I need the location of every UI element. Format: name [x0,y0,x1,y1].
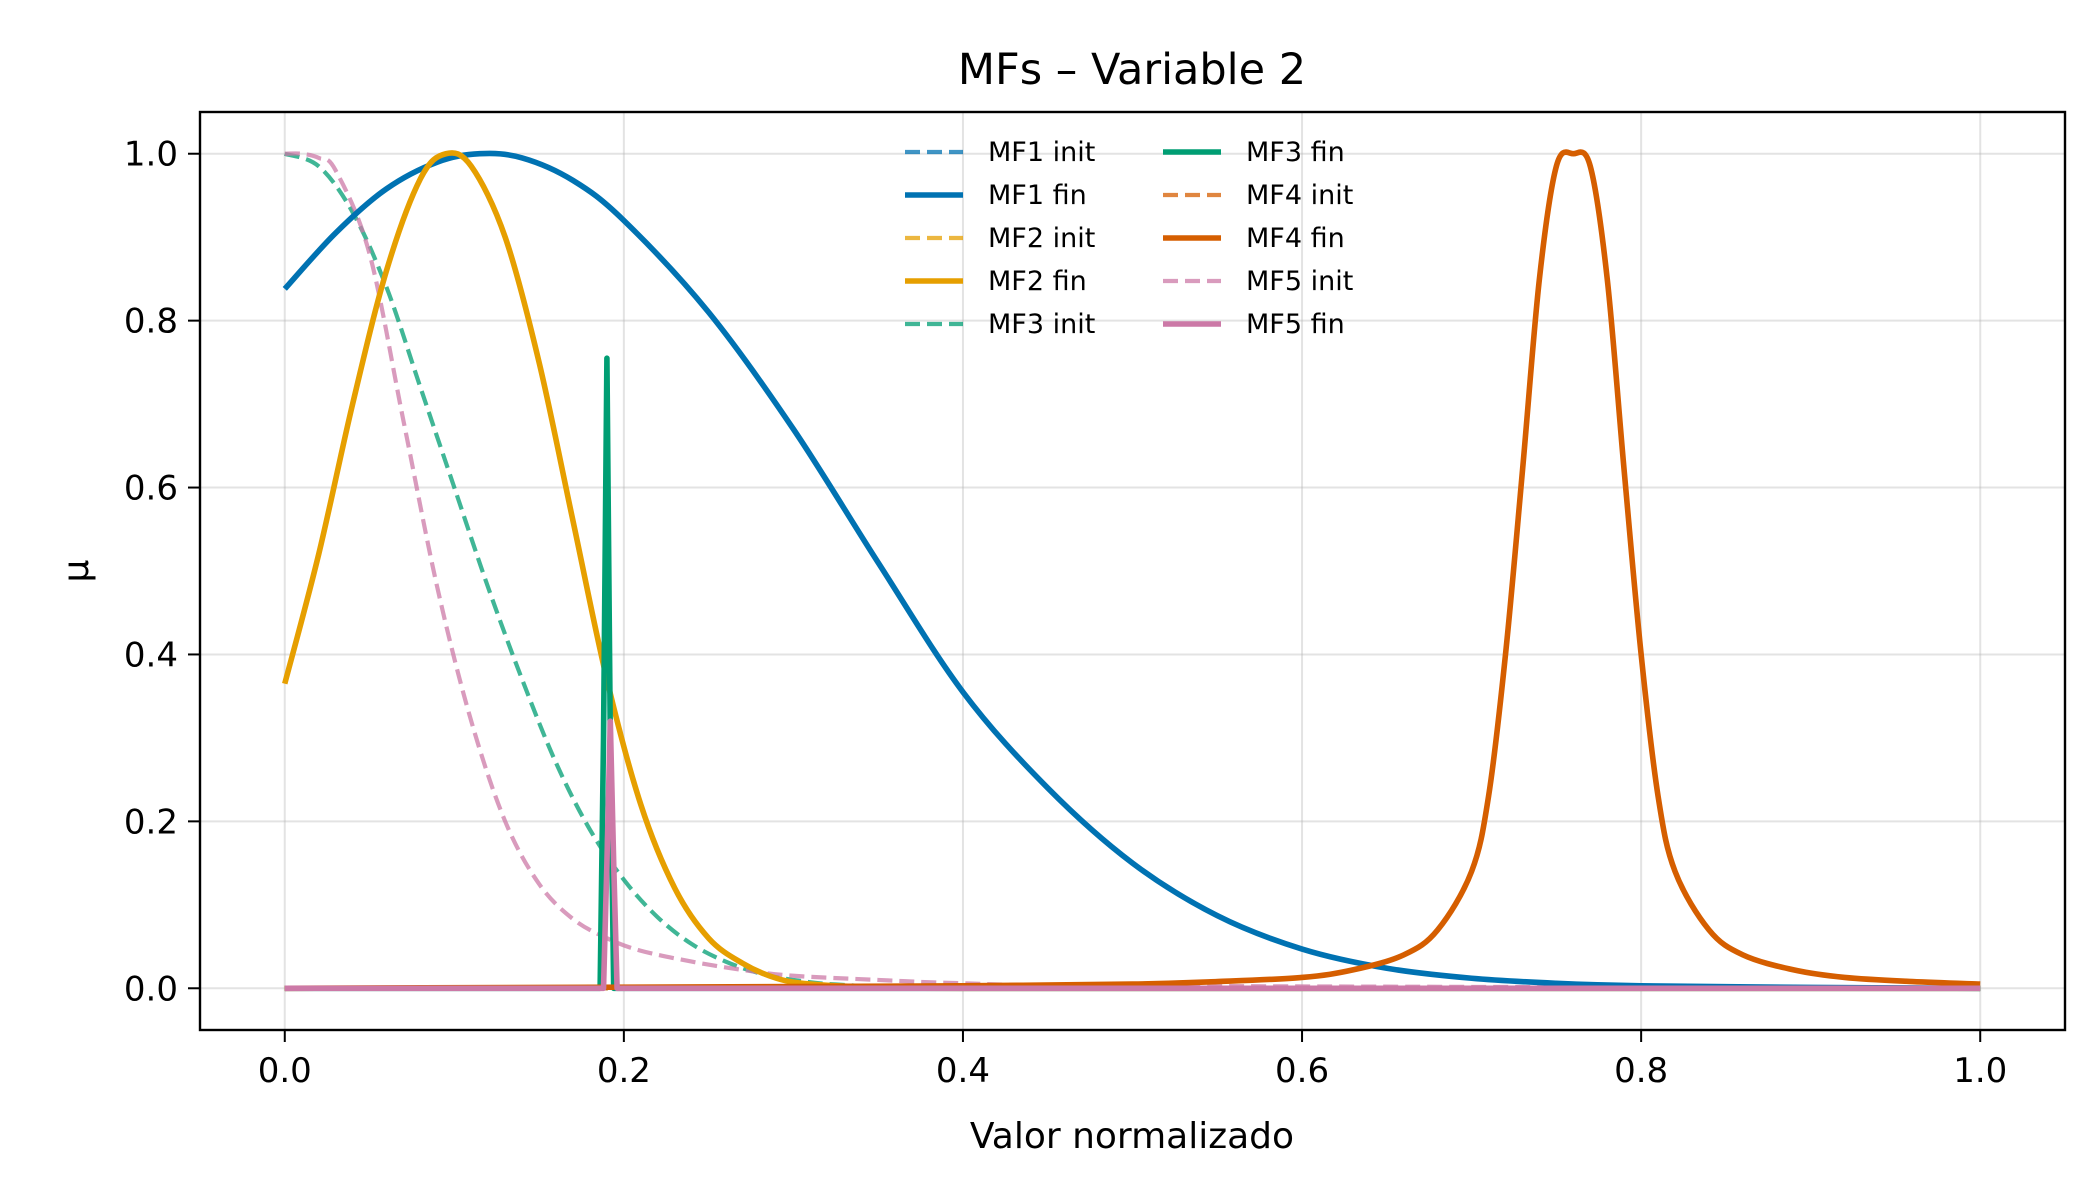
series-line-mf5-fin [284,718,1981,992]
legend-label: MF4 fin [1246,223,1345,254]
y-tick-label: 0.0 [124,969,178,1009]
ticks: 0.0 0.2 0.4 0.6 0.8 1.0 0.0 0.2 0.4 0.6 0.8 1.0 [124,135,2007,1091]
legend-label: MF5 fin [1246,309,1345,340]
x-tick-label: 0.0 [258,1051,312,1091]
x-tick-label: 0.8 [1614,1051,1668,1091]
plot-frame [198,110,2067,1032]
legend: MF1 init MF1 fin MF2 init MF2 fin MF3 init MF… [905,137,1353,340]
y-axis-label: μ [56,559,97,582]
chart-title: MFs – Variable 2 [958,45,1306,95]
x-axis-label: Valor normalizado [970,1116,1294,1157]
series-layer [282,149,1981,992]
x-tick-label: 0.6 [1275,1051,1329,1091]
y-tick-label: 0.6 [124,469,178,509]
legend-label: MF2 fin [988,266,1087,297]
x-tick-label: 1.0 [1953,1051,2007,1091]
legend-label: MF3 fin [1246,137,1345,168]
y-tick-label: 0.2 [124,802,178,842]
x-tick-label: 0.2 [597,1051,651,1091]
legend-label: MF1 fin [988,180,1087,211]
x-tick-label: 0.4 [936,1051,990,1091]
series-line-mf4-fin [284,149,1981,992]
legend-label: MF3 init [988,309,1095,340]
legend-label: MF4 init [1246,180,1353,211]
y-tick-label: 0.4 [124,635,178,675]
legend-label: MF1 init [988,137,1095,168]
legend-label: MF5 init [1246,266,1353,297]
y-tick-label: 0.8 [124,302,178,342]
legend-label: MF2 init [988,223,1095,254]
series-line-mf1-fin [282,150,1981,992]
y-tick-label: 1.0 [124,135,178,175]
